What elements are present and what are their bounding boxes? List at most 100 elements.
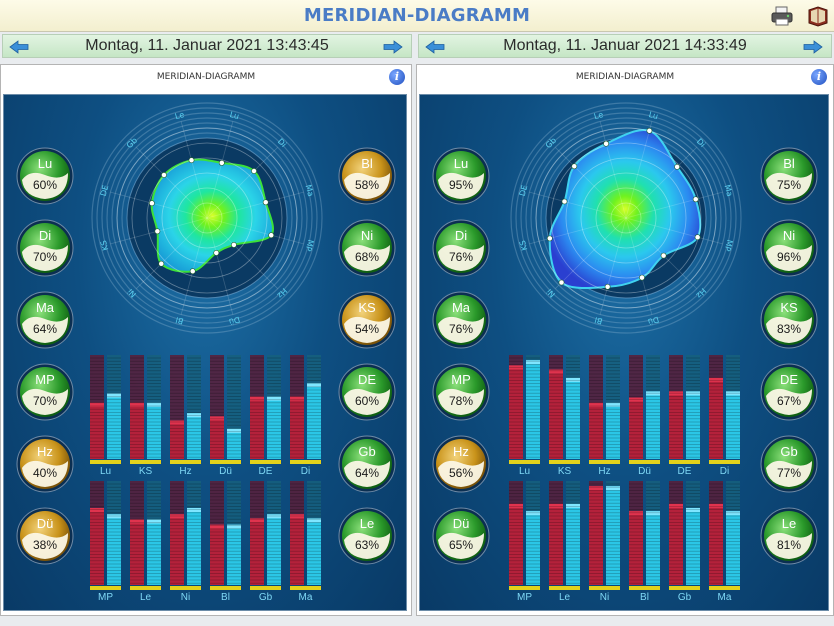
badge-code: MP [35, 372, 55, 387]
bar-label: Ma [299, 592, 313, 603]
meridian-badge-ks[interactable]: KS 54% [338, 291, 396, 349]
meridian-badge-ni[interactable]: Ni 96% [760, 219, 818, 277]
cyan-bar [726, 391, 740, 459]
meridian-badge-di[interactable]: Di 76% [432, 219, 490, 277]
radar-label-bl: Bl [594, 315, 604, 326]
badge-percent: 64% [32, 322, 58, 336]
meridian-badge-due[interactable]: Dü 65% [432, 507, 490, 565]
panel-body: Lu 60% Di 70% Ma 64% MP 70% Hz 40% Dü 38% Bl 58% Ni 68%… [3, 94, 407, 611]
badge-circle [760, 219, 818, 277]
bar-group-bottom: MP Le Ni Bl Gb Ma [88, 479, 330, 609]
badge-code: Gb [358, 444, 376, 459]
meridian-badge-ma[interactable]: Ma 64% [16, 291, 74, 349]
badge-percent: 75% [776, 178, 802, 192]
badge-percent: 76% [448, 250, 474, 264]
meridian-badge-di[interactable]: Di 70% [16, 219, 74, 277]
red-bar [549, 369, 563, 459]
prev-arrow-icon[interactable] [9, 39, 29, 54]
cyan-bar [107, 393, 121, 459]
radar-point-ks [154, 228, 161, 235]
radar-point-bl [604, 283, 611, 290]
badge-code: Ni [782, 228, 796, 243]
panel-title: MERIDIAN-DIAGRAMM [156, 72, 256, 82]
radar-label-mp: MP [722, 239, 734, 253]
badge-percent: 96% [776, 250, 802, 264]
badge-percent: 70% [32, 394, 58, 408]
bar-column-ma: Ma [290, 481, 321, 603]
badge-circle [16, 291, 74, 349]
cyan-bar [686, 508, 700, 585]
bar-column-bl: Bl [629, 481, 660, 603]
bar-column-hz: Hz [589, 355, 620, 477]
next-arrow-icon[interactable] [383, 39, 403, 54]
badge-circle [432, 219, 490, 277]
meridian-badge-mp[interactable]: MP 78% [432, 363, 490, 421]
meridian-badge-le[interactable]: Le 63% [338, 507, 396, 565]
badge-percent: 38% [32, 538, 58, 552]
badge-percent: 54% [354, 322, 380, 336]
badge-circle [338, 219, 396, 277]
meridian-badge-gb[interactable]: Gb 77% [760, 435, 818, 493]
bar-label: Dü [219, 466, 232, 477]
bar-column-le: Le [130, 481, 161, 603]
radar-label-bl: Bl [175, 315, 185, 326]
cyan-bar [267, 396, 281, 459]
badge-percent: 58% [354, 178, 380, 192]
bar-label: Gb [678, 592, 692, 603]
badge-code: Lu [37, 156, 53, 171]
meridian-badge-de[interactable]: DE 60% [338, 363, 396, 421]
badge-code: Ma [451, 300, 471, 315]
meridian-badge-ma[interactable]: Ma 76% [432, 291, 490, 349]
date-bar-left: Montag, 11. Januar 2021 13:43:45 [2, 34, 412, 58]
meridian-badge-hz[interactable]: Hz 40% [16, 435, 74, 493]
cyan-bar [646, 391, 660, 459]
bar-column-ma: Ma [709, 481, 740, 603]
red-bar [589, 486, 603, 585]
printer-icon[interactable] [770, 5, 794, 27]
info-icon[interactable]: i [811, 69, 827, 85]
badge-percent: 65% [448, 538, 474, 552]
meridian-badge-ks[interactable]: KS 83% [760, 291, 818, 349]
badge-circle [432, 291, 490, 349]
bar-label: Ni [600, 592, 609, 603]
meridian-badge-lu[interactable]: Lu 95% [432, 147, 490, 205]
meridian-badge-mp[interactable]: MP 70% [16, 363, 74, 421]
radar-chart: Le Lu Di Ma MP Hz Dü Bl Ni KS DE Gb [82, 95, 332, 349]
bar-column-hz: Hz [170, 355, 201, 477]
red-bar [589, 402, 603, 459]
red-bar [250, 396, 264, 459]
bar-column-mp: MP [90, 481, 121, 603]
red-bar [629, 397, 643, 459]
app-title: MERIDIAN-DIAGRAMM [303, 5, 531, 26]
meridian-badge-de[interactable]: DE 67% [760, 363, 818, 421]
bar-column-le: Le [549, 481, 580, 603]
red-bar [210, 524, 224, 585]
badge-circle [16, 219, 74, 277]
badge-circle [432, 507, 490, 565]
radar-point-ni [558, 279, 565, 286]
badge-code: MP [451, 372, 471, 387]
next-arrow-icon[interactable] [803, 39, 823, 54]
radar-point-bl [189, 268, 196, 275]
radar-point-mp [268, 232, 275, 239]
prev-arrow-icon[interactable] [425, 39, 445, 54]
meridian-badge-hz[interactable]: Hz 56% [432, 435, 490, 493]
bar-label: KS [139, 466, 153, 477]
session-date-left: Montag, 11. Januar 2021 13:43:45 [85, 37, 329, 54]
meridian-badge-due[interactable]: Dü 38% [16, 507, 74, 565]
bar-label: Lu [519, 466, 530, 477]
meridian-badge-bl[interactable]: Bl 58% [338, 147, 396, 205]
info-icon[interactable]: i [389, 69, 405, 85]
meridian-badge-gb[interactable]: Gb 64% [338, 435, 396, 493]
bar-label: KS [558, 466, 572, 477]
meridian-badge-ni[interactable]: Ni 68% [338, 219, 396, 277]
bar-label: Lu [100, 466, 111, 477]
date-bar-right: Montag, 11. Januar 2021 14:33:49 [418, 34, 832, 58]
meridian-badge-lu[interactable]: Lu 60% [16, 147, 74, 205]
badge-code: DE [779, 372, 799, 387]
bar-label: Hz [179, 466, 191, 477]
meridian-badge-le[interactable]: Le 81% [760, 507, 818, 565]
cyan-bar [267, 514, 281, 585]
meridian-badge-bl[interactable]: Bl 75% [760, 147, 818, 205]
book-icon[interactable] [806, 5, 830, 27]
